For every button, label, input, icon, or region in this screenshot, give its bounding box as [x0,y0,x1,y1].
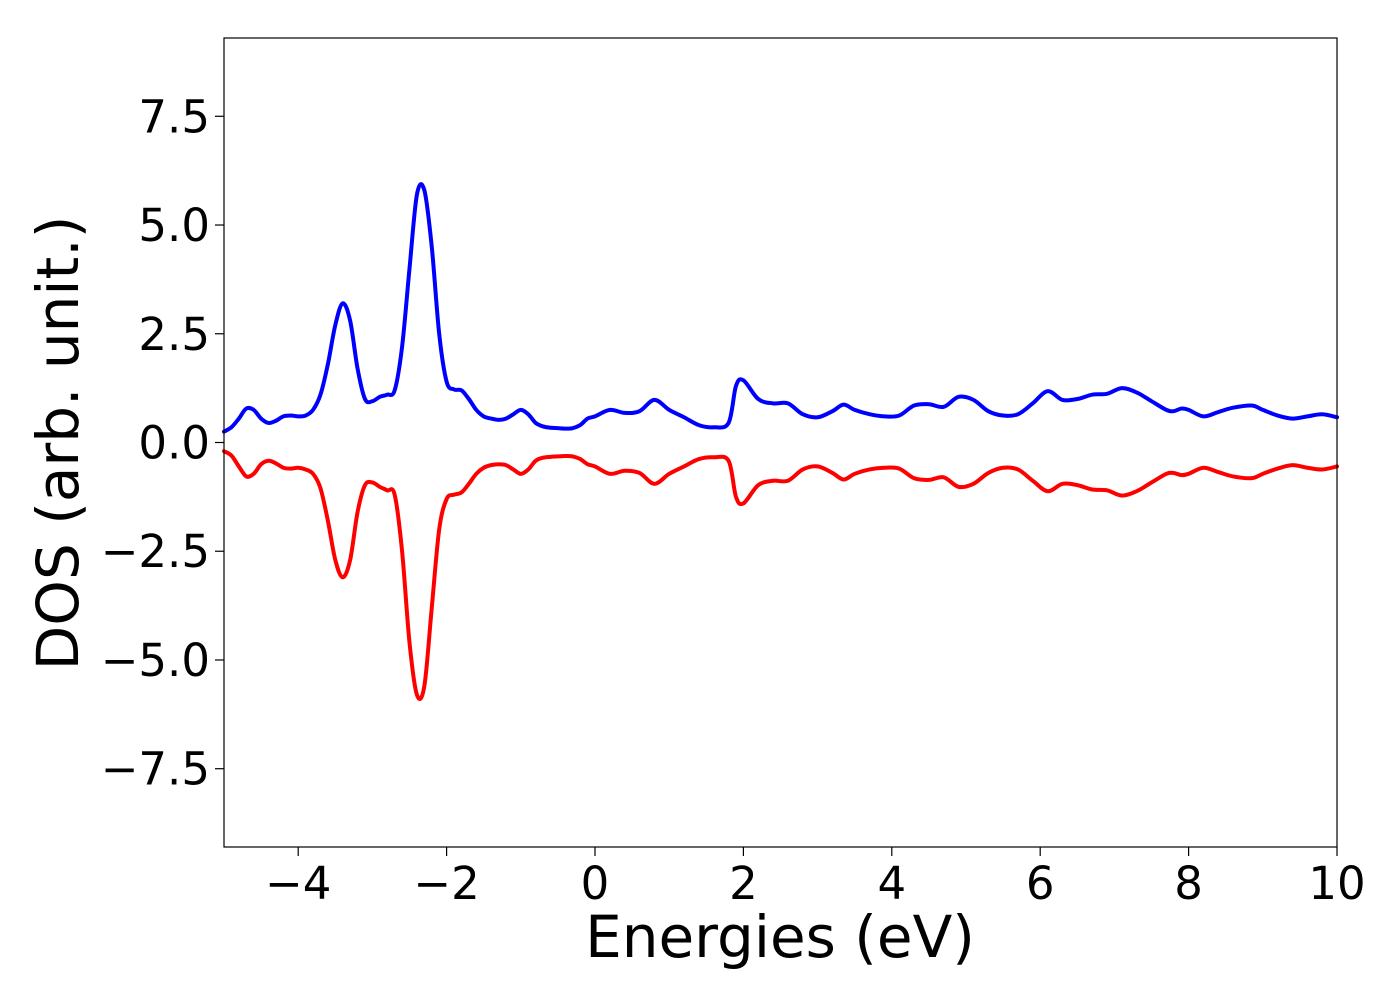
x-tick-label: 0 [581,857,610,910]
x-tick-label: −4 [265,857,331,910]
y-tick-label: −2.5 [101,525,210,578]
y-tick-label: 5.0 [138,199,210,252]
series-layer [222,182,1339,702]
x-tick-label: 8 [1174,857,1203,910]
y-tick-label: 7.5 [138,90,210,143]
x-tick-label: 6 [1026,857,1055,910]
series-line-2 [222,449,1339,702]
x-tick-label: 10 [1308,857,1365,910]
y-tick-label: −5.0 [101,634,210,687]
y-tick-label: −7.5 [101,743,210,796]
y-tick-label: 2.5 [138,308,210,361]
x-axis: −4 −2 0 2 4 6 8 10 [265,847,1366,910]
x-tick-label: 4 [877,857,906,910]
x-tick-label: −2 [413,857,479,910]
series-line-1 [222,182,1339,434]
y-axis-title: DOS (arb. unit.) [24,216,92,671]
x-axis-title: Energies (eV) [585,903,975,971]
y-axis: −7.5 −5.0 −2.5 0.0 2.5 5.0 7.5 [101,90,224,796]
y-tick-label: 0.0 [138,417,210,470]
x-tick-label: 2 [729,857,758,910]
